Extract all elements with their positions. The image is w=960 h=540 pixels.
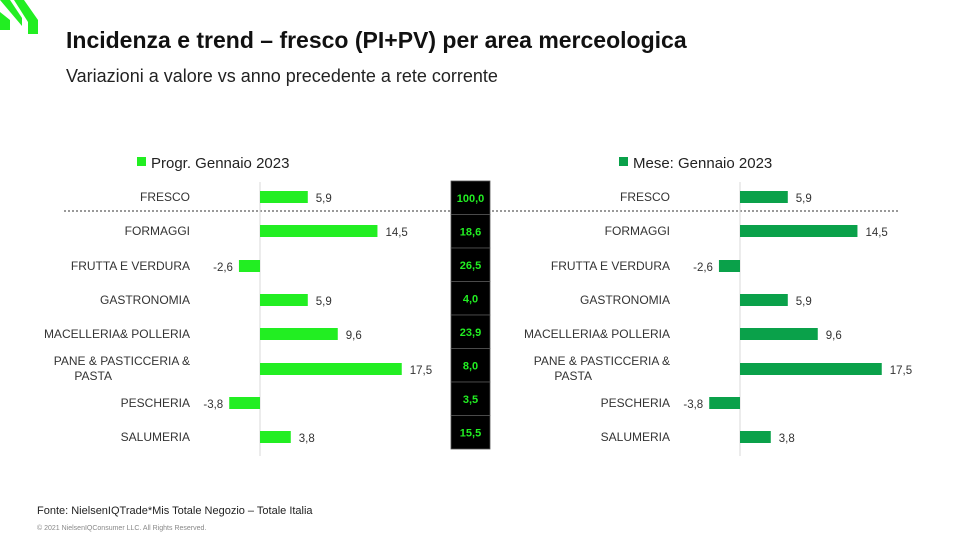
right-value-label-salumeria: 3,8 [779,433,795,445]
copyright-note: © 2021 NielsenIQConsumer LLC. All Rights… [37,525,207,532]
left-value-label-pescheria: -3,8 [203,399,223,411]
right-category-label-salumeria: SALUMERIA [601,430,670,444]
left-bar-salumeria [260,431,291,443]
right-bar-frutta-e-verdura [718,260,740,272]
share-cell-3 [450,281,491,316]
right-bar-pescheria [709,397,740,409]
left-category-label-fresco: FRESCO [140,190,190,204]
left-category-label-gastronomia: GASTRONOMIA [100,293,190,307]
left-bar-pane-pasticceria-pasta [260,363,402,375]
left-category-label-salumeria: SALUMERIA [121,430,190,444]
right-value-label-frutta-e-verdura: -2,6 [693,262,713,274]
share-value-0: 100,0 [457,193,485,205]
share-value-3: 4,0 [463,293,478,305]
left-category-label-macelleria-polleria: MACELLERIA& POLLERIA [44,327,190,341]
share-cell-2 [450,247,491,282]
right-bar-salumeria [740,431,771,443]
share-cell-6 [450,381,491,416]
left-bar-pescheria [229,397,260,409]
share-cell-4 [450,314,491,349]
share-cell-7 [450,415,491,450]
right-category-label-pescheria: PESCHERIA [601,396,670,410]
left-bar-fresco [260,191,308,203]
page-subtitle: Variazioni a valore vs anno precedente a… [66,66,498,86]
left-value-label-frutta-e-verdura: -2,6 [213,262,233,274]
left-category-label-formaggi: FORMAGGI [125,224,190,238]
left-value-label-pane-pasticceria-pasta: 17,5 [410,365,432,377]
share-value-1: 18,6 [460,226,481,238]
right-category-label-formaggi: FORMAGGI [605,224,670,238]
left-value-label-formaggi: 14,5 [385,227,407,239]
right-bar-fresco [740,191,788,203]
right-value-label-macelleria-polleria: 9,6 [826,330,842,342]
share-cell-5 [450,348,491,383]
right-value-label-pescheria: -3,8 [683,399,703,411]
left-legend-label: Progr. Gennaio 2023 [151,155,289,172]
source-note: Fonte: NielsenIQTrade*Mis Totale Negozio… [37,505,313,517]
right-category-label-pane-pasticceria-pasta: PANE & PASTICCERIA & PASTA [534,354,670,383]
right-bar-formaggi [740,225,858,237]
share-value-7: 15,5 [460,427,481,439]
right-value-label-gastronomia: 5,9 [796,296,812,308]
right-legend-swatch [619,157,628,166]
right-value-label-pane-pasticceria-pasta: 17,5 [890,365,912,377]
right-bar-gastronomia [740,294,788,306]
right-category-label-fresco: FRESCO [620,190,670,204]
left-legend-swatch [137,157,146,166]
left-bar-macelleria-polleria [260,328,338,340]
left-value-label-gastronomia: 5,9 [316,296,332,308]
right-category-label-gastronomia: GASTRONOMIA [580,293,670,307]
share-cell-0 [450,180,491,215]
share-value-6: 3,5 [463,394,478,406]
left-value-label-fresco: 5,9 [316,193,332,205]
right-value-label-fresco: 5,9 [796,193,812,205]
right-bar-pane-pasticceria-pasta [740,363,882,375]
right-bar-macelleria-polleria [740,328,818,340]
left-category-label-pescheria: PESCHERIA [121,396,190,410]
share-cell-1 [450,214,491,249]
page-title: Incidenza e trend – fresco (PI+PV) per a… [66,27,687,53]
left-value-label-macelleria-polleria: 9,6 [346,330,362,342]
right-legend-label: Mese: Gennaio 2023 [633,155,772,172]
share-value-4: 23,9 [460,327,481,339]
left-bar-frutta-e-verdura [238,260,260,272]
left-category-label-pane-pasticceria-pasta: PANE & PASTICCERIA & PASTA [54,354,190,383]
right-category-label-macelleria-polleria: MACELLERIA& POLLERIA [524,327,670,341]
share-value-5: 8,0 [463,360,478,372]
right-category-label-frutta-e-verdura: FRUTTA E VERDURA [551,259,670,273]
left-value-label-salumeria: 3,8 [299,433,315,445]
share-value-2: 26,5 [460,260,481,272]
right-value-label-formaggi: 14,5 [865,227,887,239]
left-bar-formaggi [260,225,378,237]
left-category-label-frutta-e-verdura: FRUTTA E VERDURA [71,259,190,273]
brand-logo-icon [0,0,38,34]
left-bar-gastronomia [260,294,308,306]
